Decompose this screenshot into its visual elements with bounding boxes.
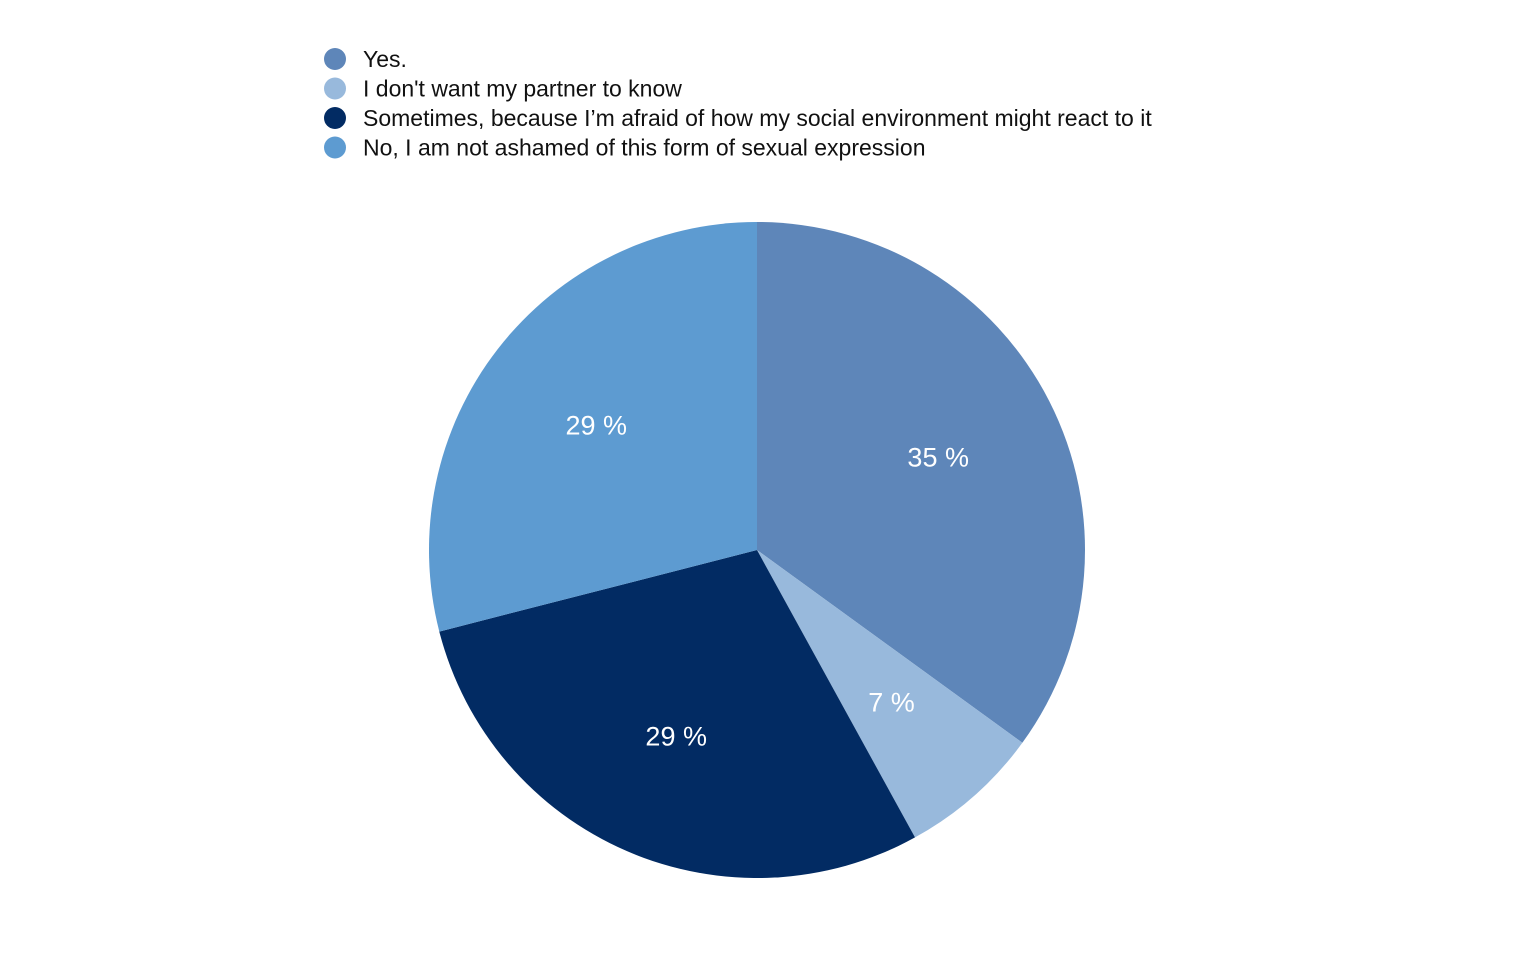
pie-slice-3 (439, 550, 916, 879)
legend-label-1: Yes. (363, 46, 407, 72)
legend-label-2: I don't want my partner to know (363, 76, 682, 102)
pie-slices (428, 222, 1085, 879)
legend-marker-2 (324, 77, 346, 100)
slice-labels: 35 % 7 % 29 % 29 % (566, 410, 969, 751)
slice-label-4: 29 % (566, 410, 628, 440)
legend-marker-4 (324, 136, 346, 159)
slice-label-2: 7 % (868, 688, 915, 718)
slice-label-1: 35 % (907, 443, 969, 473)
legend: Yes. I don't want my partner to know Somet… (324, 46, 1152, 161)
legend-marker-3 (324, 107, 346, 129)
pie-slice-2 (757, 550, 1023, 838)
pie-slice-4 (428, 222, 757, 632)
slice-label-3: 29 % (645, 722, 707, 752)
legend-label-4: No, I am not ashamed of this form of sex… (363, 135, 926, 161)
legend-label-3: Sometimes, because I’m afraid of how my … (363, 105, 1152, 131)
legend-marker-1 (324, 48, 346, 70)
pie-slice-1 (757, 222, 1085, 743)
